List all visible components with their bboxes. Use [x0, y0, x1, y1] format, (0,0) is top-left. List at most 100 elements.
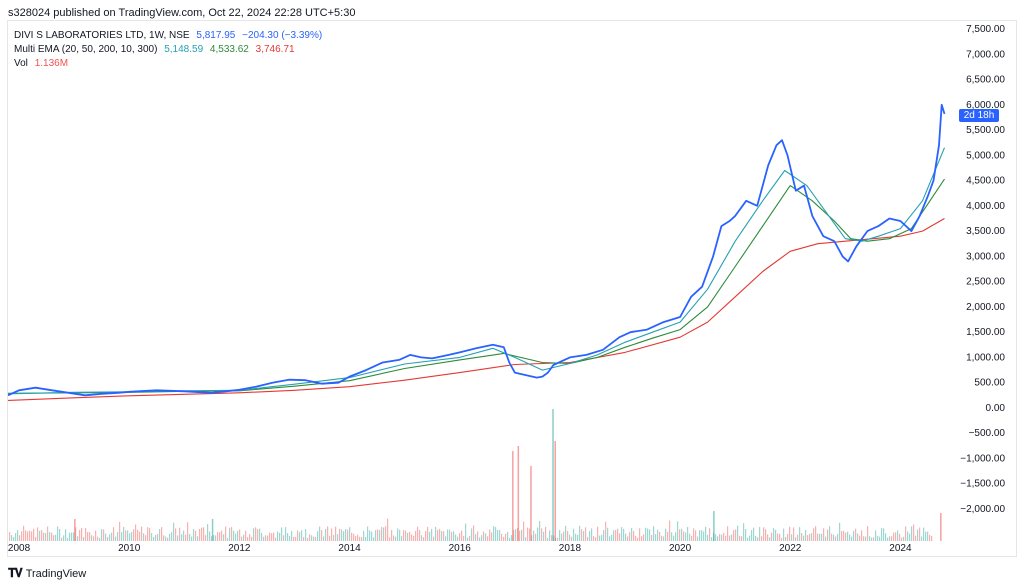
volume-bar [513, 530, 515, 541]
volume-bar [81, 528, 83, 541]
volume-bar [361, 537, 363, 541]
volume-bar [649, 529, 651, 541]
price-line [7, 103, 946, 397]
legend-ema-row[interactable]: Multi EMA (20, 50, 200, 10, 300) 5,148.5… [14, 43, 322, 57]
y-tick-label: 4,000.00 [966, 201, 1005, 212]
volume-bar [603, 530, 605, 541]
volume-bar [89, 532, 91, 541]
volume-bar [123, 527, 125, 541]
ema-value-200: 3,746.71 [255, 44, 295, 55]
volume-bar [753, 527, 755, 541]
last-price: 5,817.95 [196, 30, 236, 41]
volume-bar [141, 526, 143, 541]
volume-bar [157, 534, 159, 541]
volume-bar [661, 535, 663, 541]
volume-bar [747, 537, 749, 541]
legend-symbol-row[interactable]: DIVI S LABORATORIES LTD, 1W, NSE 5,817.9… [14, 29, 322, 43]
volume-bar [503, 536, 505, 541]
volume-bar [901, 537, 903, 541]
volume-bar [795, 537, 797, 541]
volume-bar [493, 526, 495, 541]
volume-bar [351, 532, 353, 541]
volume-bar [33, 528, 35, 541]
volume-bar [615, 530, 617, 541]
volume-bar [477, 531, 479, 541]
volume-bar [429, 531, 431, 541]
volume-bar [427, 526, 429, 541]
volume-bar [927, 531, 929, 541]
volume-bar [793, 527, 795, 541]
volume-bar [381, 527, 383, 541]
volume-bar [57, 526, 59, 541]
volume-bar [703, 531, 705, 541]
volume-bar [779, 533, 781, 541]
volume-bar [241, 536, 243, 541]
volume-bar [879, 536, 881, 541]
ema-line [7, 147, 946, 395]
volume-bar [255, 527, 257, 541]
volume-bar [105, 533, 107, 541]
volume-bar [41, 530, 43, 541]
volume-bar [15, 533, 17, 541]
x-axis: 2008 2010 2012 2014 2016 2018 2020 2022 2024 [8, 543, 912, 554]
volume-bar [729, 535, 731, 541]
volume-bar [645, 527, 647, 541]
volume-bar [863, 536, 865, 541]
volume-bar [777, 533, 779, 541]
volume-bar [355, 536, 357, 541]
volume-bar [591, 528, 593, 541]
volume-bar [505, 533, 507, 541]
volume-bar [695, 530, 697, 541]
volume-bar [269, 532, 271, 541]
volume-bar [839, 522, 841, 541]
volume-bar [554, 441, 556, 541]
volume-bar [93, 536, 95, 541]
volume-bar [769, 537, 771, 541]
volume-bar [337, 534, 339, 541]
volume-bar [623, 528, 625, 541]
volume-bar [305, 529, 307, 541]
volume-bar [135, 524, 137, 541]
volume-bar [451, 531, 453, 541]
volume-bar [587, 536, 589, 541]
volume-bar [217, 532, 219, 541]
volume-bar [911, 526, 913, 541]
volume-bar [845, 532, 847, 541]
volume-bar [153, 536, 155, 541]
volume-bar [457, 536, 459, 541]
volume-bar [539, 520, 541, 541]
volume-bar [801, 533, 803, 541]
volume-bar [91, 535, 93, 541]
volume-bar [303, 536, 305, 541]
volume-bar [365, 537, 367, 541]
volume-bar [273, 532, 275, 541]
volume-bar [121, 532, 123, 541]
volume-bar [940, 513, 942, 541]
volume-bar [51, 532, 53, 541]
volume-bar [637, 537, 639, 541]
volume-bar [517, 446, 520, 541]
volume-bar [317, 531, 319, 541]
ema-value-20: 5,148.59 [164, 44, 204, 55]
volume-bar [583, 531, 585, 541]
volume-bar [549, 530, 551, 541]
volume-bar [893, 532, 895, 541]
volume-bar [749, 535, 751, 541]
volume-bar [215, 535, 217, 541]
y-tick-label: −500.00 [969, 428, 1006, 439]
countdown-tag: 2d 18h [959, 109, 999, 122]
volume-bar [771, 532, 773, 541]
series-lines [7, 103, 946, 401]
volume-bar [461, 530, 463, 541]
volume-bar [707, 534, 709, 541]
legend-vol-row[interactable]: Vol 1.136M [14, 57, 322, 71]
volume-bar [49, 532, 51, 541]
volume-bar [173, 522, 175, 541]
volume-bar [511, 535, 513, 541]
volume-bar [527, 527, 529, 541]
volume-bar [909, 533, 911, 541]
volume-bar [683, 531, 685, 541]
volume-bar [389, 537, 391, 541]
volume-bar [775, 529, 777, 541]
